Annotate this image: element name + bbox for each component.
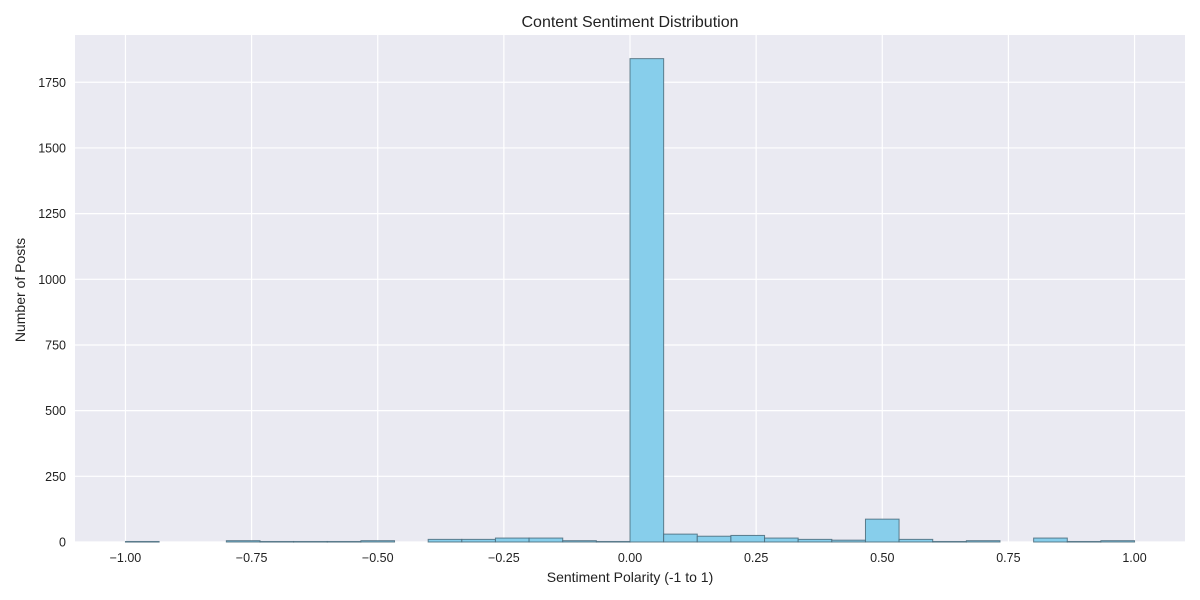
x-tick-label: 1.00 <box>1122 551 1146 565</box>
y-tick-label: 500 <box>45 404 66 418</box>
histogram-bar <box>696 535 732 543</box>
histogram-bar <box>494 537 530 543</box>
histogram-bar <box>528 537 564 543</box>
y-tick-label: 1250 <box>38 207 66 221</box>
histogram-bar <box>124 540 160 543</box>
y-tick-label: 1500 <box>38 141 66 155</box>
histogram-bar <box>663 533 698 543</box>
x-tick-label: 0.00 <box>618 551 642 565</box>
y-tick-labels: 0 250 500 750 1000 1250 1500 1750 <box>38 76 66 550</box>
histogram-bar <box>629 58 665 543</box>
y-tick-label: 750 <box>45 338 66 352</box>
histogram-bar <box>797 538 833 543</box>
x-tick-label: −0.25 <box>488 551 520 565</box>
histogram-bar <box>427 538 463 543</box>
x-tick-label: −1.00 <box>110 551 142 565</box>
histogram-bar <box>225 540 261 543</box>
x-tick-label: −0.50 <box>362 551 394 565</box>
histogram-bar <box>932 540 967 543</box>
histogram-bar <box>293 540 328 543</box>
histogram-bar <box>1100 540 1136 543</box>
histogram-bar <box>562 540 597 543</box>
x-tick-label: 0.25 <box>744 551 768 565</box>
chart-title: Content Sentiment Distribution <box>522 14 739 31</box>
histogram-bar <box>864 518 900 543</box>
histogram-bar <box>461 538 496 543</box>
y-tick-label: 1750 <box>38 76 66 90</box>
y-tick-label: 1000 <box>38 273 66 287</box>
x-tick-label: 0.75 <box>996 551 1020 565</box>
x-tick-labels: −1.00 −0.75 −0.50 −0.25 0.00 0.25 0.50 0.75 1.00 <box>110 551 1147 565</box>
histogram-bar <box>595 540 631 543</box>
x-axis-label: Sentiment Polarity (-1 to 1) <box>547 569 714 585</box>
y-axis-label: Number of Posts <box>12 238 28 342</box>
histogram-bar <box>326 540 362 543</box>
bars <box>124 58 1136 543</box>
y-tick-label: 0 <box>59 536 66 550</box>
histogram-bar <box>259 540 295 543</box>
histogram-bar <box>831 539 866 543</box>
histogram-bar <box>764 537 799 543</box>
y-tick-label: 250 <box>45 470 66 484</box>
histogram-bar <box>730 534 766 543</box>
histogram-bar <box>1033 537 1068 543</box>
histogram-bar <box>898 538 934 543</box>
histogram-bar <box>360 540 396 543</box>
histogram-bar <box>965 540 1001 543</box>
x-tick-label: −0.75 <box>236 551 268 565</box>
histogram-bar <box>1066 540 1102 543</box>
x-tick-label: 0.50 <box>870 551 894 565</box>
